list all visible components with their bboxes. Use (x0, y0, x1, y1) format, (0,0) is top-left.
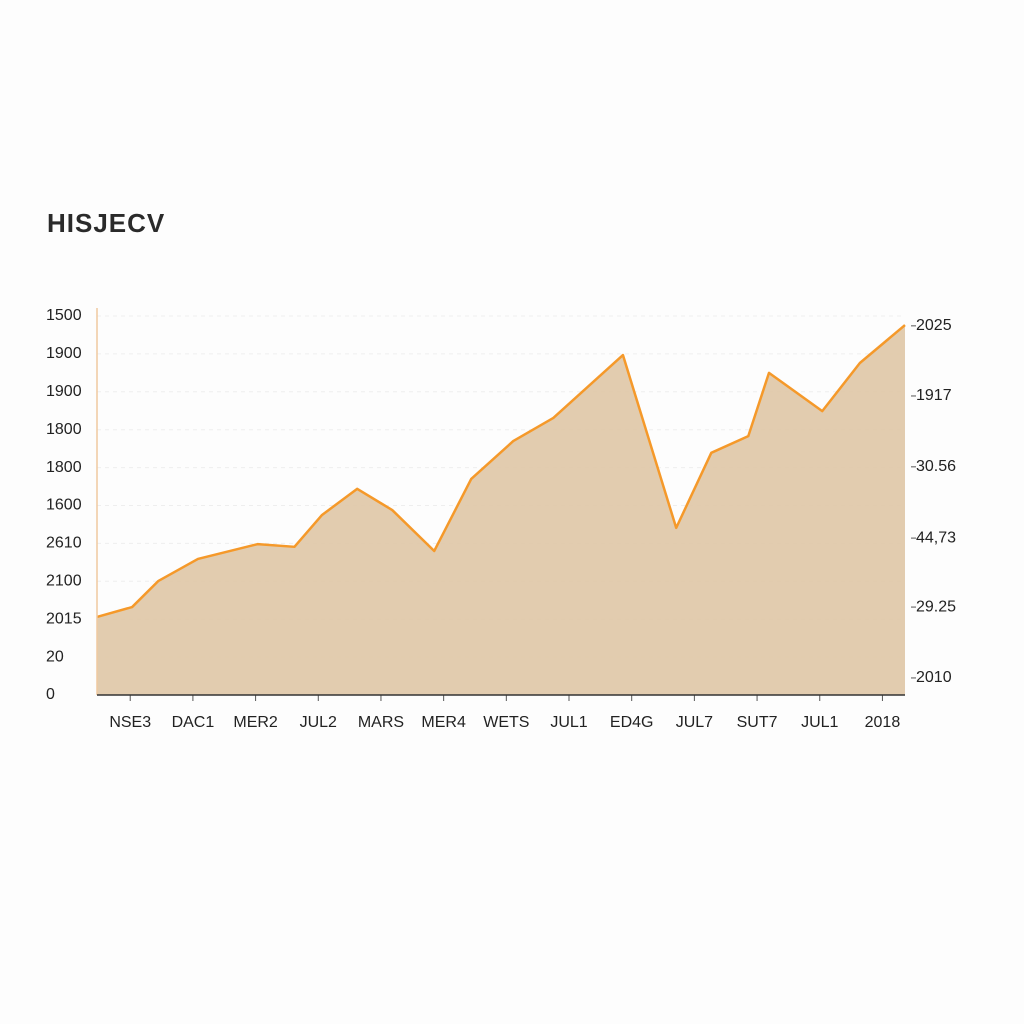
y-tick-label: 1900 (46, 345, 82, 362)
area-fill (97, 325, 905, 695)
x-tick-label: 2018 (865, 714, 901, 731)
x-tick-label: JUL7 (676, 714, 713, 731)
y-tick-label: 20 (46, 648, 64, 665)
y-tick-label: 1800 (46, 459, 82, 476)
x-tick-label: SUT7 (737, 714, 778, 731)
y2-tick-label: 1917 (916, 387, 952, 404)
y-tick-label: 0 (46, 686, 55, 703)
x-tick-label: JUL1 (801, 714, 838, 731)
x-tick-label: JUL2 (300, 714, 337, 731)
x-tick-label: ED4G (610, 714, 654, 731)
y-tick-label: 2610 (46, 535, 82, 552)
y-tick-label: 2015 (46, 610, 82, 627)
y-tick-label: 2100 (46, 573, 82, 590)
y2-tick-label: 30.56 (916, 458, 956, 475)
y-tick-label: 1900 (46, 383, 82, 400)
x-tick-label: DAC1 (172, 714, 215, 731)
y-tick-label: 1500 (46, 307, 82, 324)
x-tick-label: NSE3 (109, 714, 151, 731)
y2-tick-label: 2010 (916, 669, 952, 686)
area-line (96, 324, 906, 619)
y-tick-label: 1600 (46, 497, 82, 514)
y2-tick-label: 29.25 (916, 598, 956, 615)
x-tick-label: WETS (483, 714, 529, 731)
x-tick-label: MER2 (233, 714, 278, 731)
chart-title: HISJECV (47, 208, 165, 238)
y-tick-label: 1800 (46, 421, 82, 438)
x-tick-label: MARS (358, 714, 404, 731)
x-tick-label: MER4 (421, 714, 466, 731)
x-tick-label: JUL1 (550, 714, 587, 731)
y2-tick-label: 44,73 (916, 529, 956, 546)
y2-tick-label: 2025 (916, 317, 952, 334)
